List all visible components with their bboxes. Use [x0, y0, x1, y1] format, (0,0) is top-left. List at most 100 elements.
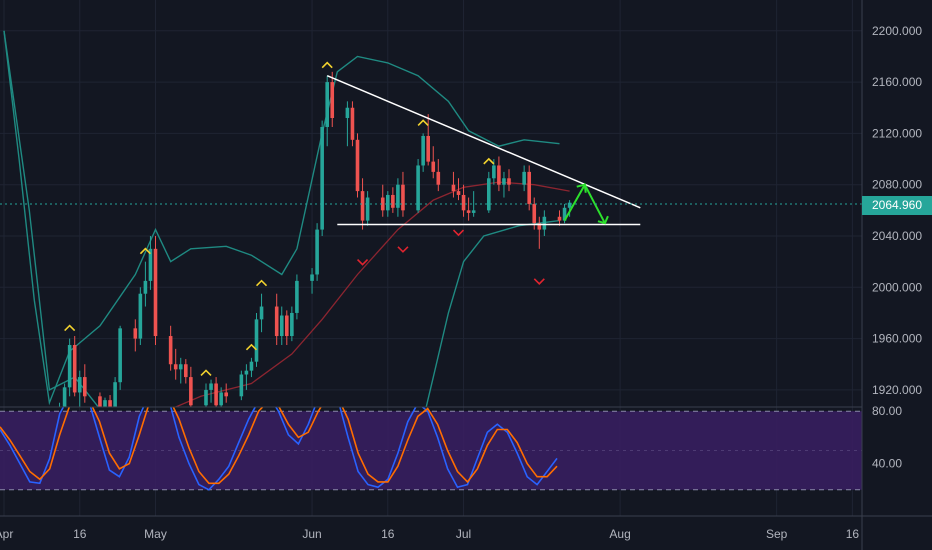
candle: [421, 133, 425, 172]
candle-body: [118, 328, 122, 383]
candle: [456, 178, 461, 201]
candle: [436, 159, 441, 192]
descending-trendline: [326, 74, 641, 209]
projection-arrowhead: [576, 183, 587, 193]
candle: [214, 377, 218, 407]
stochastic-tick-label: 80.00: [872, 404, 902, 418]
candle-body: [67, 345, 72, 388]
candle: [365, 191, 370, 226]
candle-body: [421, 135, 425, 166]
candle-body: [380, 197, 385, 211]
fractal-up-marker: [200, 369, 212, 377]
candle: [279, 306, 284, 346]
time-tick-label: 16: [846, 527, 860, 541]
candle: [108, 395, 112, 407]
candle: [173, 348, 178, 380]
stochastic-band: [0, 411, 862, 490]
candle-body: [416, 165, 420, 211]
candle: [451, 171, 456, 198]
candle: [522, 165, 526, 192]
candle-body: [290, 312, 294, 337]
candle: [259, 293, 264, 333]
candle-body: [173, 364, 178, 370]
time-tick-label: Aug: [609, 527, 630, 541]
bollinger-upper: [3, 30, 560, 406]
candle: [148, 236, 153, 290]
candle-body: [189, 377, 193, 406]
price-tick-label: 2120.000: [872, 126, 922, 140]
time-tick-label: Jun: [302, 527, 321, 541]
candle-body: [315, 229, 319, 275]
candle-body: [497, 165, 501, 185]
stochastic-d-line: [0, 407, 558, 485]
candle: [290, 306, 294, 342]
candle: [401, 171, 405, 217]
candle-body: [133, 328, 138, 339]
candle: [254, 312, 259, 367]
candle: [567, 200, 572, 217]
candle-body: [365, 197, 370, 221]
candle-body: [295, 280, 299, 313]
fractal-up-marker: [255, 279, 268, 287]
candle-body: [168, 336, 173, 365]
price-tick-label: 2080.000: [872, 178, 922, 192]
candle-body: [259, 306, 264, 320]
candle-body: [502, 178, 506, 185]
candle-body: [461, 194, 466, 211]
candle: [168, 325, 173, 371]
candle-body: [562, 207, 567, 221]
candle: [103, 397, 107, 407]
candle: [497, 156, 501, 192]
stochastic-tick-label: 40.00: [872, 457, 902, 471]
time-tick-label: Jul: [456, 527, 471, 541]
candle: [138, 287, 143, 346]
candle: [380, 184, 385, 217]
candle: [98, 392, 102, 407]
stochastic-panel: [0, 407, 862, 491]
candle: [204, 383, 208, 407]
candle-body: [108, 400, 112, 407]
candle-body: [532, 203, 537, 224]
candle-body: [431, 161, 436, 172]
fractal-up-marker: [417, 119, 429, 126]
candle-body: [285, 315, 289, 337]
candle: [113, 377, 117, 407]
candle-body: [471, 210, 476, 213]
price-panel: [3, 30, 641, 407]
candle-body: [310, 274, 314, 281]
candle: [310, 268, 314, 294]
time-tick-label: 16: [73, 527, 87, 541]
candle: [461, 184, 466, 217]
candle: [133, 319, 138, 352]
candle-body: [527, 171, 531, 204]
price-tick-label: 2160.000: [872, 75, 922, 89]
candle: [118, 325, 122, 390]
candle: [249, 357, 254, 378]
fractal-up-marker: [245, 343, 258, 351]
candle-body: [153, 248, 158, 337]
candle: [487, 171, 491, 213]
candle: [431, 146, 436, 179]
candle-body: [113, 382, 117, 407]
candle-body: [466, 210, 471, 213]
candle: [59, 402, 61, 407]
candle-body: [219, 392, 223, 406]
candle-body: [178, 364, 183, 370]
candle-body: [83, 377, 87, 397]
candle-body: [507, 178, 511, 185]
candle-body: [537, 223, 542, 230]
fractal-up-marker: [64, 324, 76, 332]
time-tick-label: May: [144, 527, 167, 541]
candle: [224, 383, 228, 403]
price-tick-label: 1920.000: [872, 383, 922, 397]
candle: [350, 101, 355, 147]
projection-arrowhead: [597, 215, 609, 225]
candle-body: [77, 377, 82, 393]
fractal-down-marker: [533, 278, 545, 285]
fractal-up-marker: [483, 157, 495, 165]
candle: [153, 236, 158, 346]
candle-body: [391, 194, 395, 208]
candle: [244, 364, 249, 390]
candle: [209, 379, 213, 403]
